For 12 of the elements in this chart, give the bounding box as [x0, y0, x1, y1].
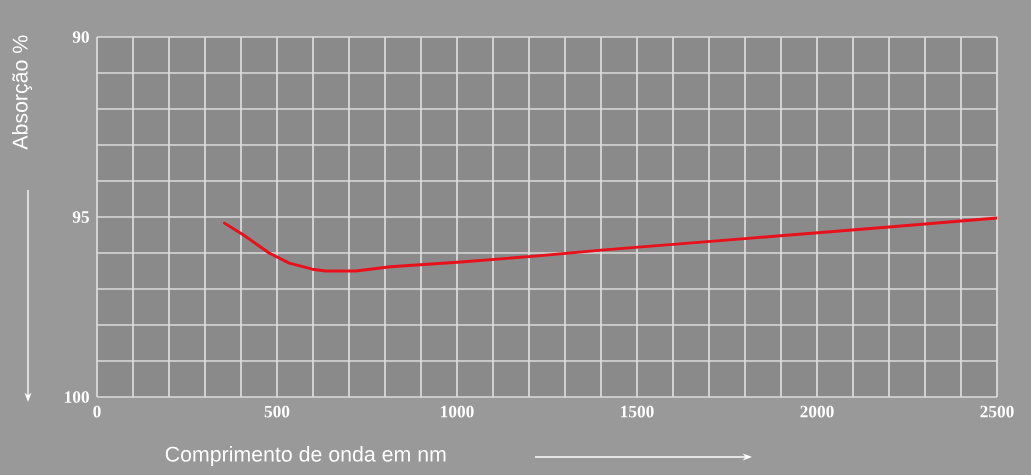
line-series: [222, 216, 998, 273]
x-tick-label: 1000: [441, 405, 474, 418]
x-tick-label: 0: [93, 405, 101, 418]
y-tick-label: 100: [65, 391, 89, 403]
y-axis-title: Absorção %: [12, 35, 32, 150]
x-tick-label: 1500: [621, 405, 654, 418]
x-tick-label: 500: [264, 405, 290, 418]
x-tick-label: 2500: [980, 405, 1014, 418]
x-tick-label: 2000: [800, 405, 834, 418]
y-tick-label: 95: [72, 211, 89, 223]
x-axis-title: Comprimento de onda em nm: [165, 446, 446, 466]
y-tick-label: 90: [72, 31, 89, 43]
